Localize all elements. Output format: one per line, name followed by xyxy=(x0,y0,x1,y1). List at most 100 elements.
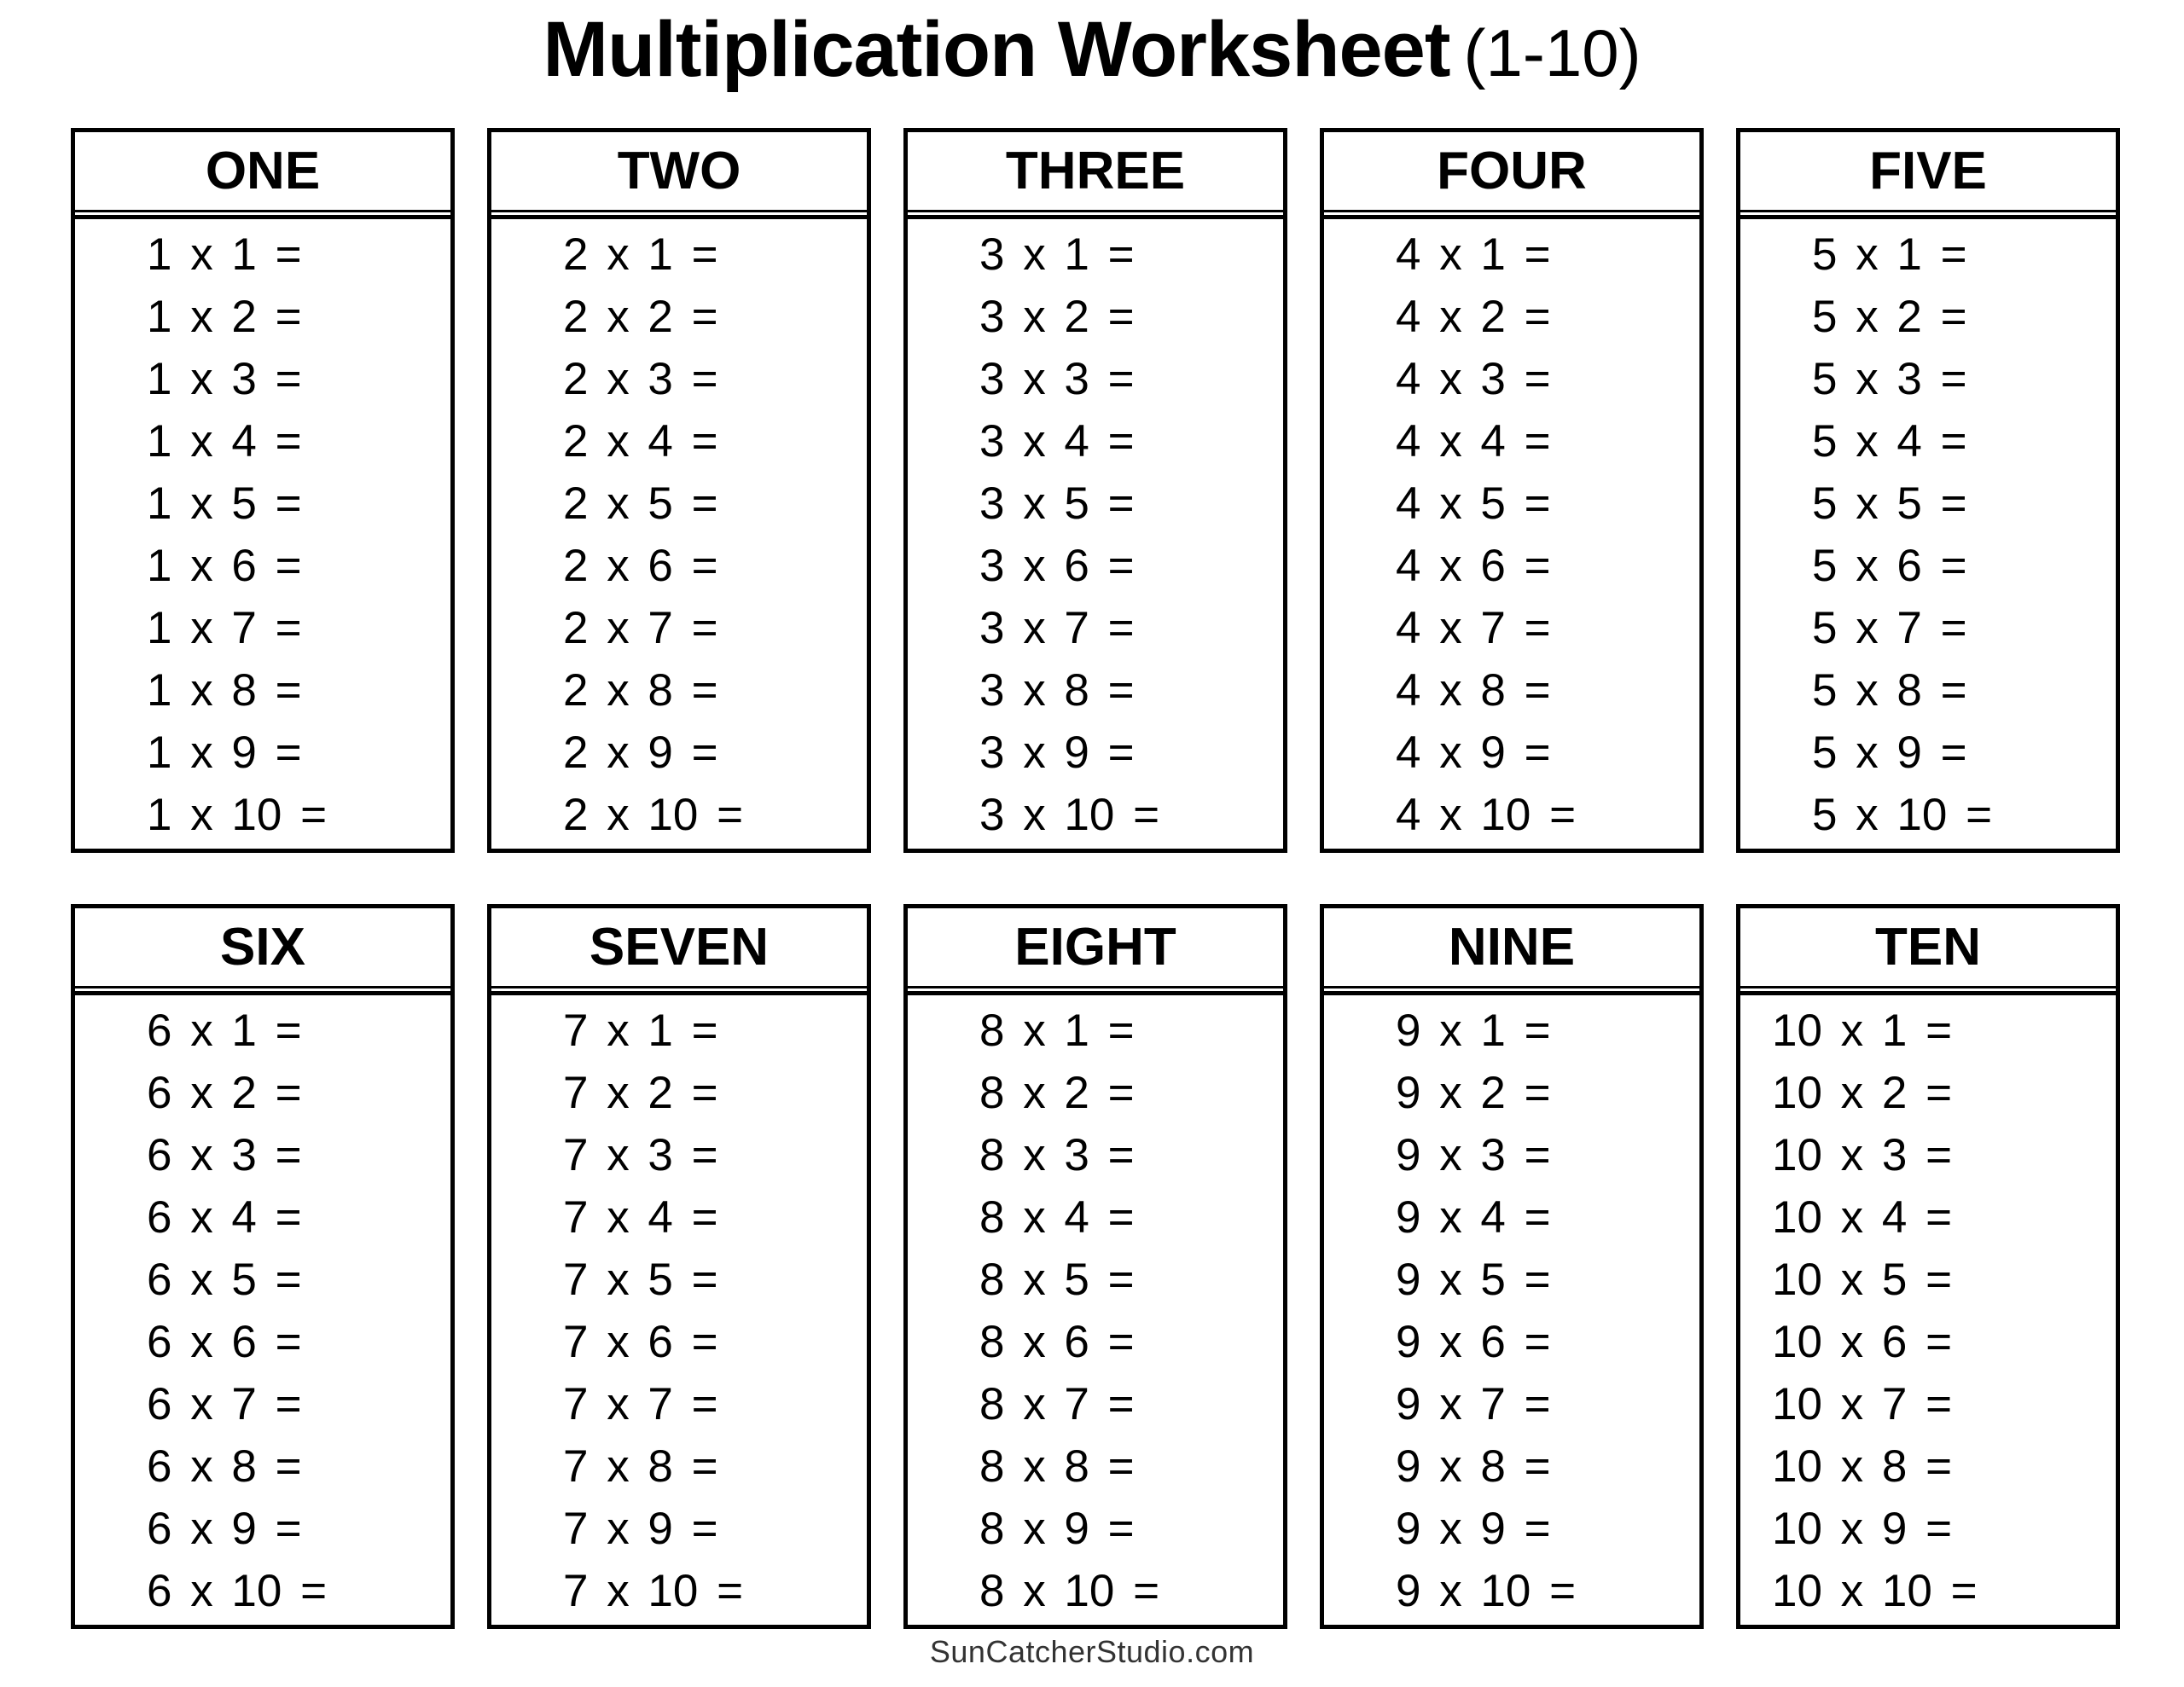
table-header: FIVE xyxy=(1740,132,2116,212)
problem-line: 2 x 3 = xyxy=(563,354,718,404)
problem-line: 1 x 10 = xyxy=(147,790,328,840)
problem-line: 7 x 5 = xyxy=(563,1255,718,1305)
problem-line: 5 x 2 = xyxy=(1812,292,1967,342)
problem-line: 10 x 7 = xyxy=(1772,1379,1953,1429)
problem-line: 6 x 10 = xyxy=(147,1566,328,1616)
table-header: FOUR xyxy=(1324,132,1699,212)
table-body: 7 x 1 = 7 x 2 = 7 x 3 = 7 x 4 = 7 x 5 = 7 x 6… xyxy=(491,991,867,1625)
problem-line: 10 x 9 = xyxy=(1772,1504,1953,1554)
table-header: SEVEN xyxy=(491,908,867,988)
table-header: ONE xyxy=(75,132,450,212)
page-title: Multiplication Worksheet (1-10) xyxy=(0,5,2184,95)
problem-line: 2 x 10 = xyxy=(563,790,744,840)
problem-line: 4 x 3 = xyxy=(1396,354,1551,404)
footer-site-label: SunCatcherStudio.com xyxy=(929,1634,1255,1669)
problem-line: 3 x 1 = xyxy=(979,229,1135,280)
table-box-two: TWO 2 x 1 = 2 x 2 = 2 x 3 = 2 x 4 = 2 x 5 = 2… xyxy=(487,128,871,853)
problem-line: 4 x 8 = xyxy=(1396,665,1551,716)
problem-line: 4 x 1 = xyxy=(1396,229,1551,280)
problem-line: 2 x 2 = xyxy=(563,292,718,342)
problem-line: 1 x 1 = xyxy=(147,229,302,280)
problem-line: 8 x 2 = xyxy=(979,1068,1135,1118)
table-title-label: THREE xyxy=(1005,142,1186,200)
problem-line: 7 x 9 = xyxy=(563,1504,718,1554)
problem-line: 10 x 10 = xyxy=(1772,1566,1978,1616)
table-box-one: ONE 1 x 1 = 1 x 2 = 1 x 3 = 1 x 4 = 1 x 5 = 1… xyxy=(71,128,455,853)
problem-line: 6 x 1 = xyxy=(147,1006,302,1056)
problem-line: 4 x 7 = xyxy=(1396,603,1551,653)
problem-line: 10 x 1 = xyxy=(1772,1006,1953,1056)
problem-line: 6 x 6 = xyxy=(147,1317,302,1367)
problem-line: 2 x 5 = xyxy=(563,478,718,529)
problem-line: 3 x 10 = xyxy=(979,790,1160,840)
problem-line: 8 x 9 = xyxy=(979,1504,1135,1554)
problem-line: 2 x 4 = xyxy=(563,416,718,467)
problem-line: 6 x 8 = xyxy=(147,1441,302,1492)
problem-line: 8 x 8 = xyxy=(979,1441,1135,1492)
table-title-label: NINE xyxy=(1448,918,1576,977)
problem-line: 8 x 10 = xyxy=(979,1566,1160,1616)
problem-line: 8 x 3 = xyxy=(979,1130,1135,1180)
problem-line: 8 x 1 = xyxy=(979,1006,1135,1056)
problem-line: 9 x 9 = xyxy=(1396,1504,1551,1554)
problem-line: 3 x 7 = xyxy=(979,603,1135,653)
table-title-label: FIVE xyxy=(1869,142,1987,200)
problem-line: 5 x 9 = xyxy=(1812,728,1967,778)
table-body: 10 x 1 = 10 x 2 = 10 x 3 = 10 x 4 = 10 x 5 =… xyxy=(1740,991,2116,1625)
problem-line: 8 x 6 = xyxy=(979,1317,1135,1367)
table-box-five: FIVE 5 x 1 = 5 x 2 = 5 x 3 = 5 x 4 = 5 x 5 =… xyxy=(1736,128,2120,853)
problem-line: 6 x 3 = xyxy=(147,1130,302,1180)
problem-line: 6 x 5 = xyxy=(147,1255,302,1305)
problem-line: 6 x 4 = xyxy=(147,1192,302,1243)
table-title-label: SIX xyxy=(220,918,305,977)
problem-line: 3 x 9 = xyxy=(979,728,1135,778)
table-title-label: TWO xyxy=(617,142,741,200)
problem-line: 9 x 8 = xyxy=(1396,1441,1551,1492)
problem-line: 10 x 8 = xyxy=(1772,1441,1953,1492)
problem-line: 2 x 9 = xyxy=(563,728,718,778)
table-title-label: ONE xyxy=(205,142,321,200)
problem-line: 2 x 6 = xyxy=(563,541,718,591)
footer: SunCatcherStudio.com xyxy=(0,1634,2184,1670)
problem-line: 9 x 1 = xyxy=(1396,1006,1551,1056)
problem-line: 10 x 2 = xyxy=(1772,1068,1953,1118)
problem-line: 1 x 5 = xyxy=(147,478,302,529)
table-box-six: SIX 6 x 1 = 6 x 2 = 6 x 3 = 6 x 4 = 6 x 5 = 6… xyxy=(71,904,455,1629)
problem-line: 8 x 5 = xyxy=(979,1255,1135,1305)
problem-line: 5 x 1 = xyxy=(1812,229,1967,280)
table-box-ten: TEN 10 x 1 = 10 x 2 = 10 x 3 = 10 x 4 = 10 x… xyxy=(1736,904,2120,1629)
problem-line: 3 x 8 = xyxy=(979,665,1135,716)
problem-line: 5 x 3 = xyxy=(1812,354,1967,404)
table-title-label: FOUR xyxy=(1437,142,1587,200)
table-body: 3 x 1 = 3 x 2 = 3 x 3 = 3 x 4 = 3 x 5 = 3 x 6… xyxy=(908,215,1283,849)
problem-line: 10 x 3 = xyxy=(1772,1130,1953,1180)
page-title-main: Multiplication Worksheet xyxy=(543,6,1450,93)
problem-line: 5 x 10 = xyxy=(1812,790,1993,840)
problem-line: 3 x 3 = xyxy=(979,354,1135,404)
problem-line: 1 x 6 = xyxy=(147,541,302,591)
problem-line: 4 x 10 = xyxy=(1396,790,1577,840)
problem-line: 3 x 6 = xyxy=(979,541,1135,591)
problem-line: 5 x 4 = xyxy=(1812,416,1967,467)
worksheet-grid: ONE 1 x 1 = 1 x 2 = 1 x 3 = 1 x 4 = 1 x 5 = 1… xyxy=(71,128,2120,1629)
problem-line: 7 x 3 = xyxy=(563,1130,718,1180)
table-box-seven: SEVEN 7 x 1 = 7 x 2 = 7 x 3 = 7 x 4 = 7 x 5 … xyxy=(487,904,871,1629)
table-title-label: EIGHT xyxy=(1014,918,1176,977)
problem-line: 9 x 3 = xyxy=(1396,1130,1551,1180)
table-box-three: THREE 3 x 1 = 3 x 2 = 3 x 3 = 3 x 4 = 3 x 5 … xyxy=(903,128,1287,853)
problem-line: 5 x 7 = xyxy=(1812,603,1967,653)
problem-line: 1 x 2 = xyxy=(147,292,302,342)
problem-line: 7 x 1 = xyxy=(563,1006,718,1056)
problem-line: 10 x 6 = xyxy=(1772,1317,1953,1367)
problem-line: 5 x 8 = xyxy=(1812,665,1967,716)
problem-line: 4 x 9 = xyxy=(1396,728,1551,778)
table-body: 1 x 1 = 1 x 2 = 1 x 3 = 1 x 4 = 1 x 5 = 1 x 6… xyxy=(75,215,450,849)
table-body: 6 x 1 = 6 x 2 = 6 x 3 = 6 x 4 = 6 x 5 = 6 x 6… xyxy=(75,991,450,1625)
problem-line: 8 x 4 = xyxy=(979,1192,1135,1243)
table-box-four: FOUR 4 x 1 = 4 x 2 = 4 x 3 = 4 x 4 = 4 x 5 =… xyxy=(1320,128,1704,853)
problem-line: 9 x 10 = xyxy=(1396,1566,1577,1616)
table-body: 2 x 1 = 2 x 2 = 2 x 3 = 2 x 4 = 2 x 5 = 2 x 6… xyxy=(491,215,867,849)
table-title-label: SEVEN xyxy=(589,918,770,977)
table-title-label: TEN xyxy=(1875,918,1981,977)
